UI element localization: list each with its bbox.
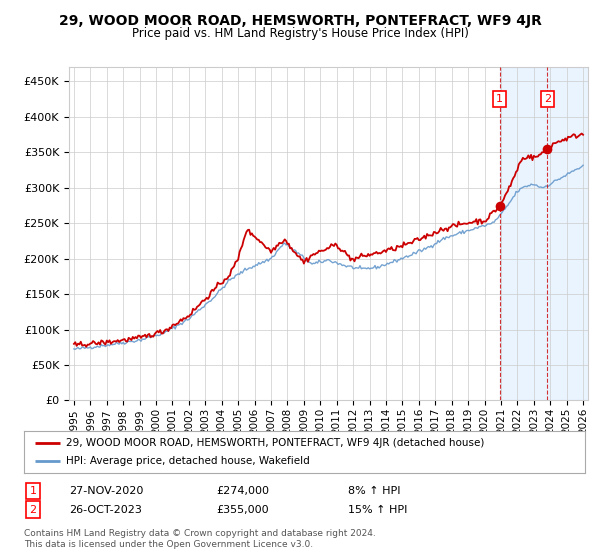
Text: 2: 2 xyxy=(29,505,37,515)
Text: 15% ↑ HPI: 15% ↑ HPI xyxy=(348,505,407,515)
Text: 1: 1 xyxy=(496,94,503,104)
Text: Contains HM Land Registry data © Crown copyright and database right 2024.
This d: Contains HM Land Registry data © Crown c… xyxy=(24,529,376,549)
Text: 29, WOOD MOOR ROAD, HEMSWORTH, PONTEFRACT, WF9 4JR (detached house): 29, WOOD MOOR ROAD, HEMSWORTH, PONTEFRAC… xyxy=(66,438,484,448)
Text: 2: 2 xyxy=(544,94,551,104)
Bar xyxy=(547,67,591,400)
Text: Price paid vs. HM Land Registry's House Price Index (HPI): Price paid vs. HM Land Registry's House … xyxy=(131,27,469,40)
Text: 29, WOOD MOOR ROAD, HEMSWORTH, PONTEFRACT, WF9 4JR: 29, WOOD MOOR ROAD, HEMSWORTH, PONTEFRAC… xyxy=(59,14,541,28)
Text: 8% ↑ HPI: 8% ↑ HPI xyxy=(348,486,401,496)
Text: £274,000: £274,000 xyxy=(216,486,269,496)
Text: 1: 1 xyxy=(29,486,37,496)
Text: £355,000: £355,000 xyxy=(216,505,269,515)
Text: 27-NOV-2020: 27-NOV-2020 xyxy=(69,486,143,496)
Bar xyxy=(500,67,591,400)
Text: 26-OCT-2023: 26-OCT-2023 xyxy=(69,505,142,515)
Text: HPI: Average price, detached house, Wakefield: HPI: Average price, detached house, Wake… xyxy=(66,456,310,466)
